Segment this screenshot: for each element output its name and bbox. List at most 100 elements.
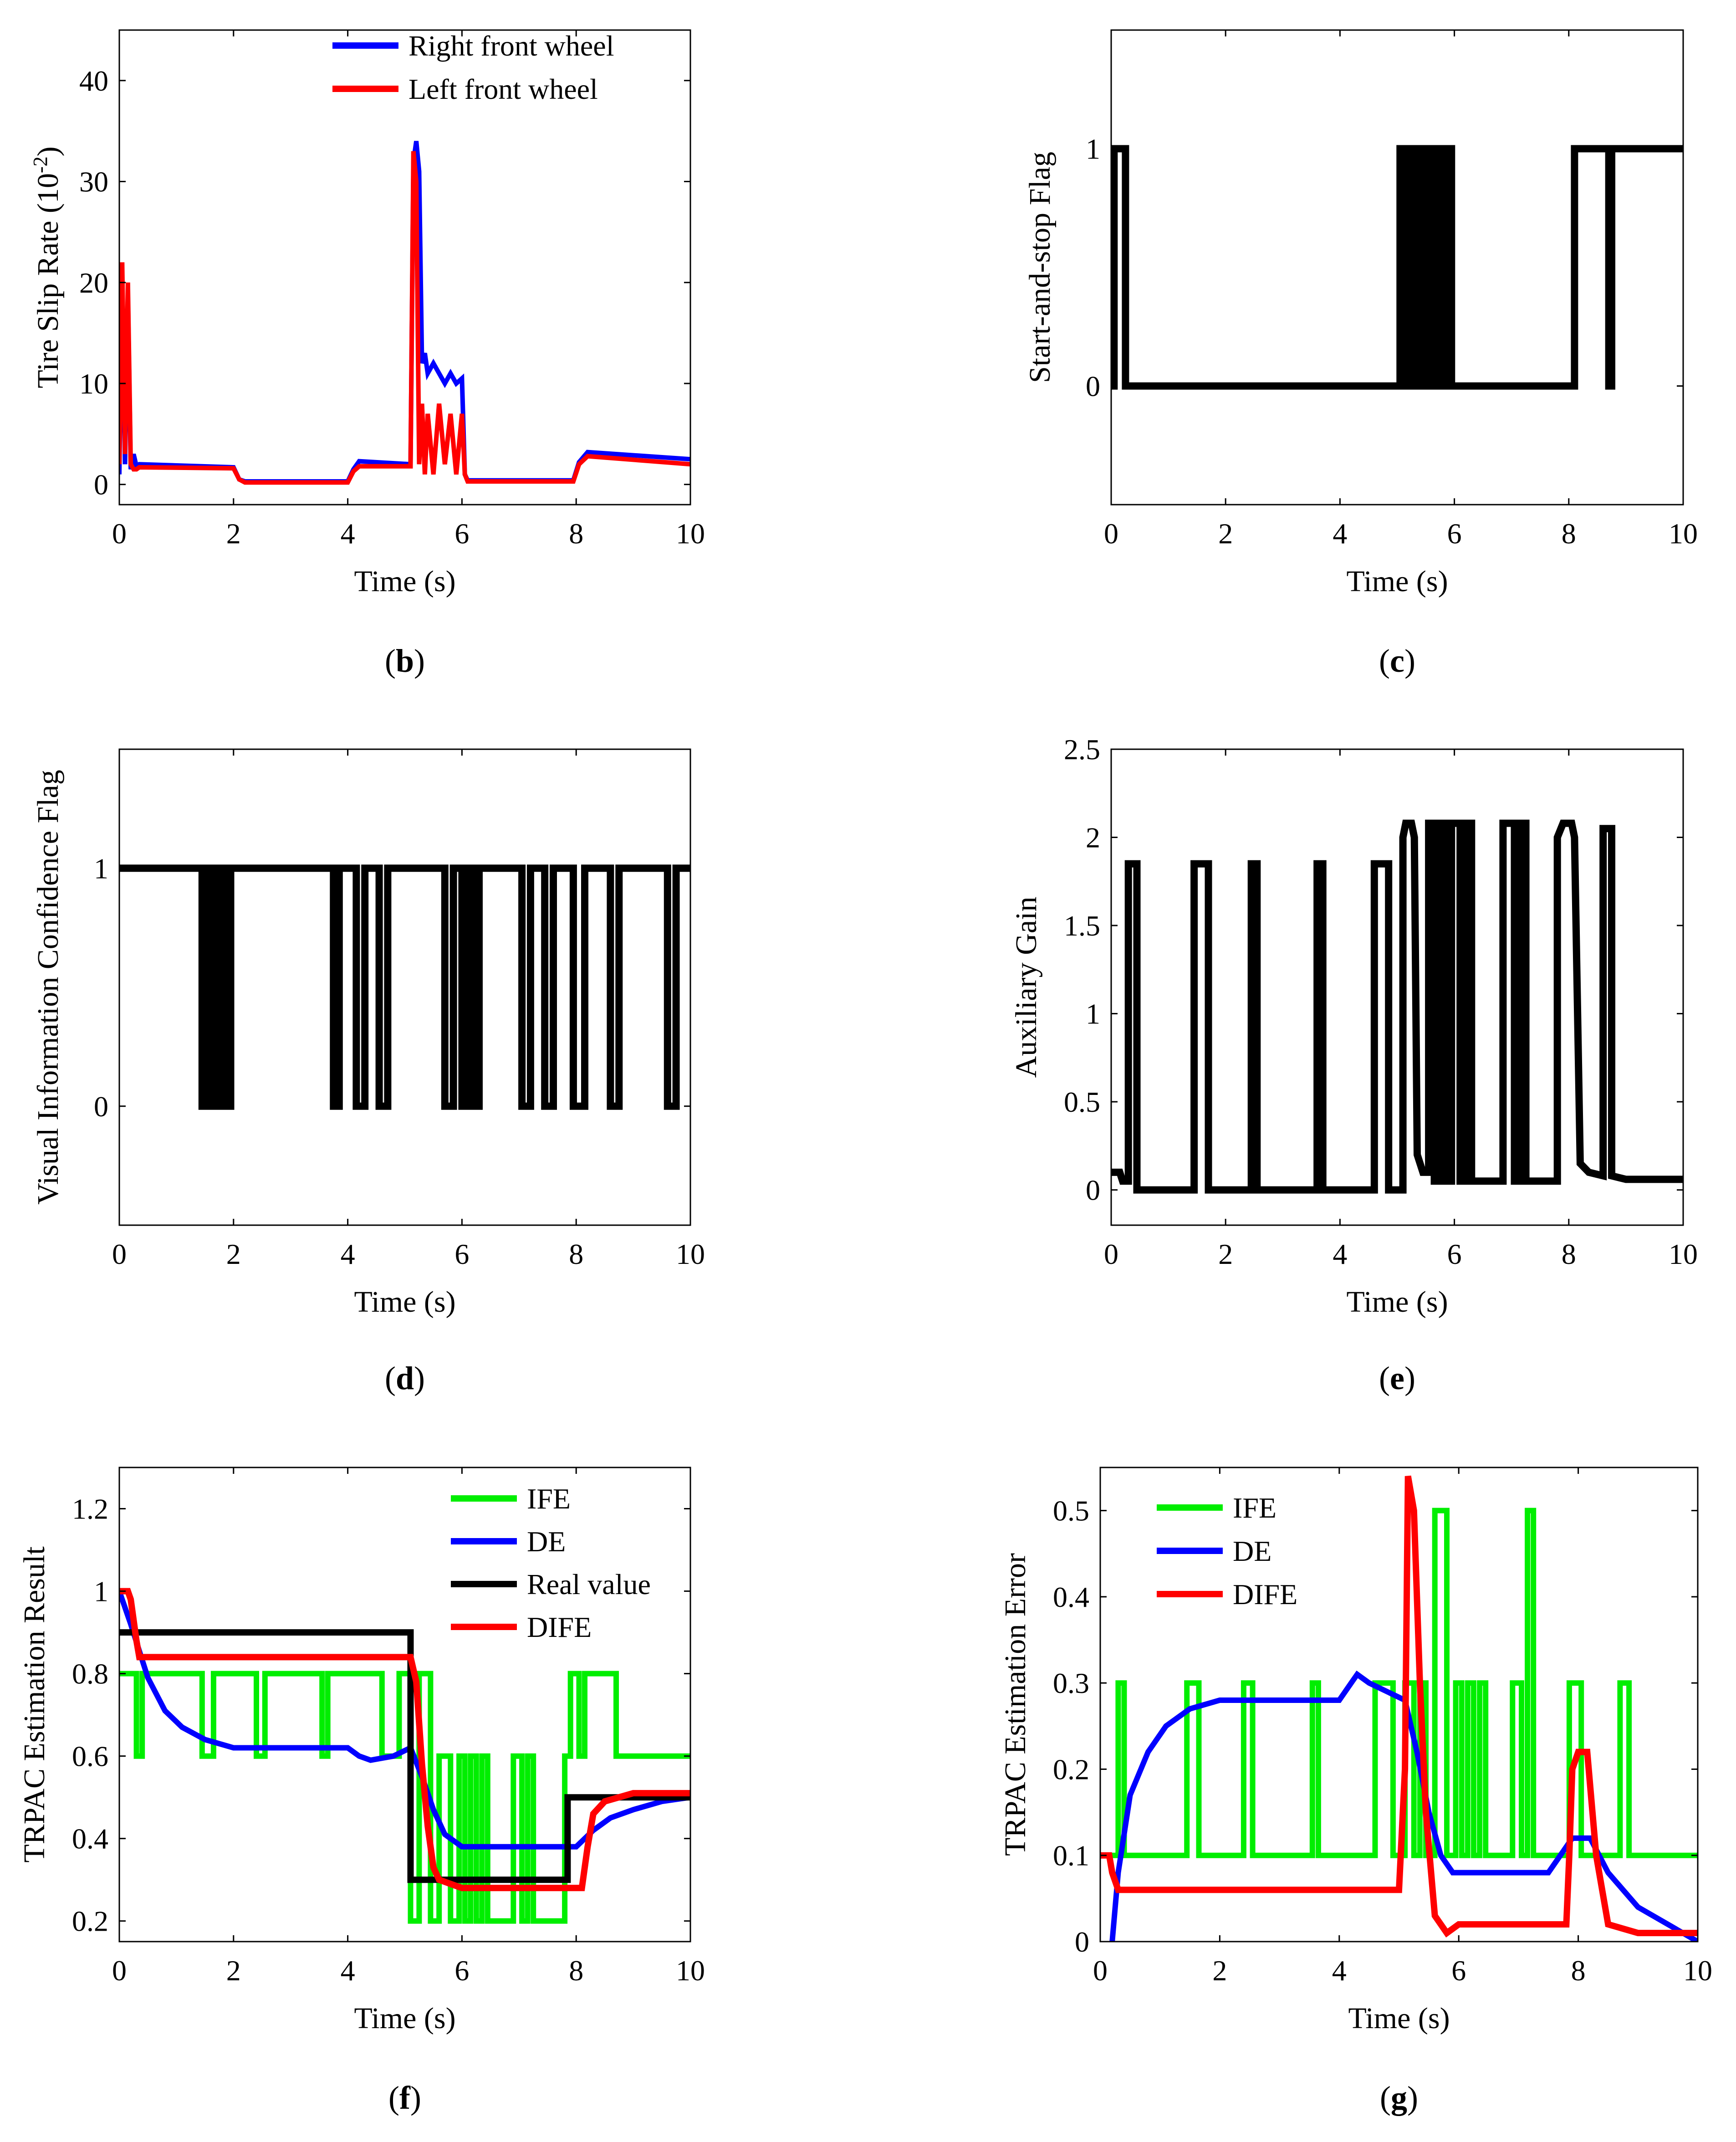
y-tick-label: 1 (1086, 133, 1100, 165)
chart-panel-b: 0 2 4 6 8 10 0 10 20 30 40 Time (s) Tire Slip Rate (… (29, 29, 705, 679)
caption-letter: g (1391, 2080, 1407, 2116)
caption-letter: b (396, 643, 414, 679)
x-tick-label: 10 (1669, 1238, 1698, 1270)
y-tick-label: 2 (1086, 822, 1100, 854)
x-tick-label: 8 (569, 1954, 583, 1987)
y-tick-label: 0.8 (72, 1658, 108, 1690)
y-tick-label: 0.4 (72, 1823, 108, 1855)
chart-panel-d: 0 2 4 6 8 10 0 1 Time (s) Visual Information Conf… (31, 748, 705, 1396)
x-tick-label: 2 (1212, 1954, 1227, 1987)
x-tick-label: 0 (112, 1954, 127, 1987)
series-line-auxiliary-gain (1111, 819, 1683, 1194)
caption-paren-close: ) (414, 1360, 425, 1396)
x-tick-label: 0 (112, 517, 127, 550)
legend-label: IFE (1233, 1492, 1276, 1524)
legend-label: Real value (527, 1568, 651, 1600)
y-axis-title-text: TRPAC Estimation Result (18, 1546, 51, 1862)
x-tick-label: 4 (1333, 1238, 1347, 1270)
caption-paren-open: ( (1379, 643, 1390, 679)
caption-paren-open: ( (388, 2080, 399, 2116)
series-group (119, 1588, 690, 1924)
legend-label: Left front wheel (408, 73, 598, 105)
y-tick-label: 0.2 (72, 1905, 108, 1938)
x-tick-label: 2 (1218, 517, 1233, 550)
y-tick-label: 0 (1086, 370, 1100, 403)
legend: Right front wheel Left front wheel (332, 30, 614, 105)
x-tick-label: 6 (454, 1238, 469, 1270)
y-axis-title-sup: -2 (29, 156, 51, 173)
x-tick-label: 6 (1447, 1238, 1462, 1270)
y-axis-title-text: Auxiliary Gain (1010, 897, 1043, 1078)
x-tick-label: 0 (112, 1238, 127, 1270)
caption-paren-close: ) (1404, 643, 1415, 679)
plot-frame (1099, 1467, 1699, 1943)
y-tick-label: 40 (79, 65, 108, 97)
y-axis-title-text: Tire Slip Rate (10 (31, 173, 65, 388)
y-tick-label: 10 (79, 368, 108, 400)
y-tick-label: 1.2 (72, 1493, 108, 1525)
y-tick-label: 0.3 (1053, 1667, 1089, 1699)
x-axis-title: Time (s) (1346, 565, 1448, 598)
x-tick-label: 8 (1562, 1238, 1576, 1270)
series-line-real-value (119, 1629, 690, 1883)
x-tick-label: 4 (1332, 1954, 1347, 1987)
plot-frame (118, 748, 691, 1226)
x-tick-label: 8 (569, 517, 583, 550)
x-tick-label: 2 (226, 517, 241, 550)
y-axis-title: TRPAC Estimation Result (18, 1546, 51, 1862)
x-tick-label: 2 (226, 1954, 241, 1987)
x-tick-label: 8 (1562, 517, 1576, 550)
series-group (1100, 1475, 1698, 1942)
x-tick-label: 10 (1683, 1954, 1712, 1987)
series-line-dife (1100, 1475, 1698, 1938)
panel-caption: (c) (1379, 643, 1415, 679)
x-tick-label: 4 (1333, 517, 1347, 550)
x-axis-title: Time (s) (354, 2002, 455, 2035)
x-tick-label: 2 (226, 1238, 241, 1270)
x-tick-label: 10 (676, 1954, 705, 1987)
legend-label: DE (527, 1525, 566, 1558)
caption-letter: e (1390, 1360, 1404, 1396)
y-axis-title: Visual Information Confidence Flag (31, 770, 65, 1205)
series-line-dife (119, 1588, 690, 1892)
y-tick-label: 20 (79, 266, 108, 299)
chart-panel-g: 0 2 4 6 8 10 0 0.1 0.2 0.3 0.4 0.5 Time (s) TRPAC Est… (999, 1467, 1712, 2116)
series-line-visual-information-confidence-flag (119, 864, 690, 1110)
x-tick-label: 6 (1447, 517, 1462, 550)
series-group (1111, 145, 1683, 390)
caption-paren-close: ) (1407, 2080, 1418, 2116)
series-line-ife (1100, 1508, 1698, 1858)
y-axis-title-text: TRPAC Estimation Error (999, 1553, 1032, 1856)
panel-caption: (g) (1380, 2080, 1418, 2116)
x-tick-label: 8 (1571, 1954, 1586, 1987)
x-tick-label: 2 (1218, 1238, 1233, 1270)
x-axis-title: Time (s) (354, 565, 455, 598)
y-tick-label: 0.1 (1053, 1840, 1089, 1872)
caption-paren-open: ( (385, 643, 396, 679)
panel-caption: (b) (385, 643, 425, 679)
y-tick-label: 1 (94, 852, 108, 884)
x-tick-label: 10 (1669, 517, 1698, 550)
x-tick-label: 10 (676, 1238, 705, 1270)
x-tick-label: 8 (569, 1238, 583, 1270)
y-tick-label: 0 (94, 1090, 108, 1123)
legend-label: DE (1233, 1535, 1271, 1567)
x-tick-label: 6 (454, 517, 469, 550)
x-tick-label: 4 (341, 1238, 355, 1270)
y-tick-label: 2.5 (1064, 733, 1100, 766)
legend-label: Right front wheel (408, 30, 614, 62)
y-tick-label: 0.4 (1053, 1581, 1089, 1613)
y-axis-title: Tire Slip Rate (10-2) (29, 146, 65, 388)
y-tick-label: 0.5 (1053, 1495, 1089, 1527)
caption-letter: c (1390, 643, 1404, 679)
x-tick-label: 6 (1451, 1954, 1466, 1987)
plot-frame (118, 29, 691, 506)
caption-letter: d (396, 1360, 414, 1396)
x-tick-label: 4 (341, 1954, 355, 1987)
panel-caption: (e) (1379, 1360, 1415, 1396)
chart-panel-c: 0 2 4 6 8 10 0 1 Time (s) Start-and-stop Flag (c) (1023, 29, 1698, 679)
legend-label: DIFE (527, 1611, 592, 1643)
y-tick-label: 1.5 (1064, 910, 1100, 942)
